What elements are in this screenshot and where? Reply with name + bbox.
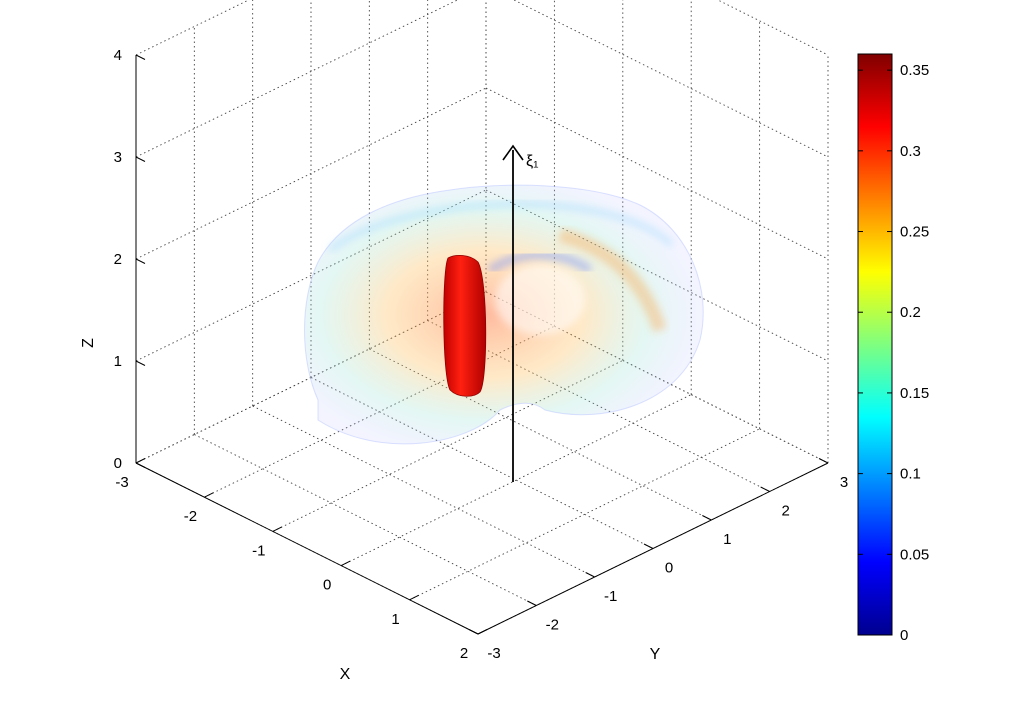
x-tick-labels: -3 -2 -1 0 1 2 (115, 474, 468, 662)
x-tick-mark (477, 629, 488, 635)
colorbar-ticks: 0 0.05 0.1 0.15 0.2 0.25 0.3 0.35 (858, 62, 929, 644)
y-tick-label: 1 (723, 531, 731, 548)
colorbar-tick-label: 0.1 (900, 466, 921, 483)
colorbar: 0 0.05 0.1 0.15 0.2 0.25 0.3 0.35 (857, 53, 929, 644)
torus-inner-band (487, 251, 593, 274)
y-axis-label: Y (650, 646, 661, 663)
y-tick-mark (702, 515, 712, 521)
x-tick-mark (272, 526, 283, 532)
y-tick-mark (818, 458, 829, 464)
y-tick-mark (585, 572, 595, 578)
x-tick-label: -2 (184, 508, 197, 525)
z-tick-label: 2 (114, 251, 122, 268)
y-tick-label: 0 (665, 560, 673, 577)
x-tick-label: 1 (391, 611, 399, 628)
z-tick-mark (135, 360, 146, 366)
y-tick-label: -3 (487, 645, 500, 662)
z-axis-label: Z (80, 338, 97, 348)
y-tick-mark (527, 600, 537, 606)
z-tick-label: 3 (114, 149, 122, 166)
x-tick-label: 0 (323, 577, 331, 594)
floor-gridline (194, 434, 537, 606)
xi-arrow: ξ₁ (502, 144, 539, 482)
x-tick-label: -3 (115, 474, 128, 491)
torus-surface (304, 184, 704, 445)
z-tick-label: 0 (114, 455, 122, 472)
y-tick-mark (468, 629, 479, 635)
x-tick-mark (340, 560, 351, 567)
y-tick-mark (760, 486, 770, 492)
x-tick-label: -1 (252, 542, 265, 559)
z-tick-mark (135, 258, 146, 264)
y-tick-label: -2 (546, 617, 559, 634)
wall-gridline (135, 0, 459, 158)
z-tick-label: 4 (114, 47, 122, 64)
wall-gridline (716, 0, 829, 56)
colorbar-tick-label: 0 (900, 627, 908, 644)
colorbar-tick-label: 0.15 (900, 385, 929, 402)
floor-gridline (409, 428, 760, 601)
torus-rim (328, 201, 675, 253)
colorbar-gradient (857, 53, 893, 636)
colorbar-tick-label: 0.05 (900, 546, 929, 563)
x-tick-mark (135, 458, 146, 464)
z-tick-labels: 0 1 2 3 4 (114, 47, 122, 472)
y-tick-label: 3 (840, 474, 848, 491)
y-tick-labels: -3 -2 -1 0 1 2 3 (487, 474, 848, 662)
colorbar-tick-label: 0.3 (900, 143, 921, 160)
red-slab (443, 254, 487, 397)
x-tick-label: 2 (460, 645, 468, 662)
colorbar-tick-label: 0.25 (900, 224, 929, 241)
colorbar-tick-label: 0.35 (900, 62, 929, 79)
y-tick-mark (643, 543, 654, 549)
x-tick-mark (204, 492, 214, 498)
torus-hole (495, 265, 585, 335)
x-tick-mark (409, 594, 419, 601)
colorbar-tick-label: 0.2 (900, 304, 921, 321)
wall-gridline (485, 87, 829, 260)
y-tick-label: -1 (604, 588, 617, 605)
y-tick-label: 2 (781, 503, 789, 520)
z-tick-label: 1 (114, 353, 122, 370)
floor-gridline (341, 394, 692, 567)
x-axis-line (135, 462, 479, 635)
wall-gridline (512, 0, 829, 158)
z-tick-mark (135, 156, 146, 162)
floor-gridline (252, 405, 595, 578)
z-tick-mark (135, 462, 146, 468)
wall-gridline (135, 87, 487, 260)
torus-band (558, 228, 667, 333)
z-tick-mark (135, 54, 146, 60)
xi-label: ξ₁ (526, 153, 539, 170)
x-axis-label: X (340, 666, 351, 683)
